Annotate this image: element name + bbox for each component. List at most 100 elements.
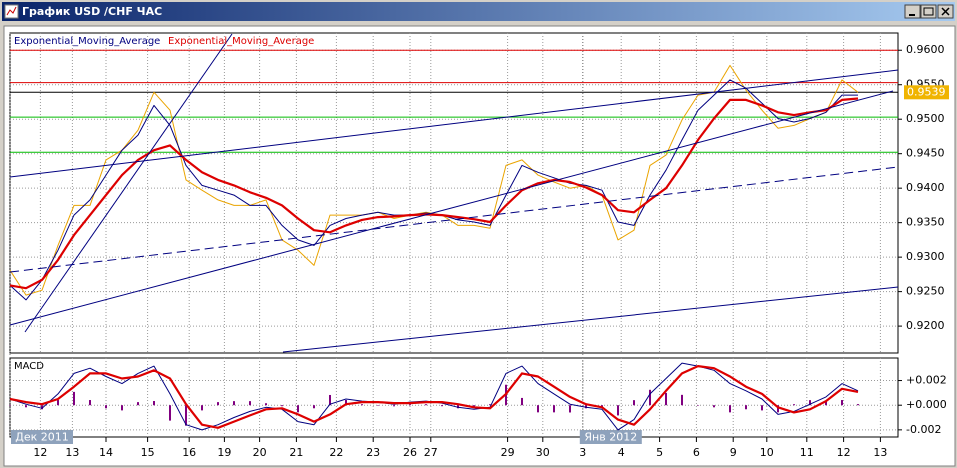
maximize-icon	[923, 7, 934, 16]
histogram-bar	[745, 405, 747, 410]
histogram-bar	[841, 400, 843, 406]
period-label-box	[11, 430, 73, 444]
x-tick-label: 23	[366, 446, 380, 459]
trend-line	[282, 286, 899, 353]
window-buttons[interactable]	[904, 4, 954, 19]
histogram-bar	[281, 405, 283, 407]
y-tick-label: 0.9600	[906, 43, 945, 56]
histogram-bar	[489, 404, 491, 406]
histogram-bar	[297, 405, 299, 413]
window-title: График USD /CHF ЧАС	[22, 5, 162, 18]
y-tick-label: -0.002	[906, 423, 941, 436]
maximize-button[interactable]	[920, 4, 937, 19]
y-tick-label: +0.000	[906, 398, 947, 411]
histogram-bar	[313, 405, 315, 409]
histogram-bar	[441, 405, 443, 407]
x-tick-label: 6	[693, 446, 700, 459]
y-tick-label: 0.9200	[906, 319, 945, 332]
x-tick-label: 19	[217, 446, 231, 459]
histogram-bar	[793, 404, 795, 406]
histogram-bar	[761, 405, 763, 411]
x-tick-label: 27	[424, 446, 438, 459]
window-icon-graph	[6, 6, 17, 16]
histogram-bar	[569, 405, 571, 413]
macd-title: MACD	[14, 361, 44, 372]
histogram-bar	[265, 403, 267, 406]
histogram-bar	[377, 405, 379, 406]
x-tick-label: 11	[800, 446, 814, 459]
trend-lines	[9, 33, 899, 353]
minimize-button[interactable]	[904, 4, 921, 19]
histogram-bar	[25, 405, 27, 408]
legend-entry: Exponential_Moving_Average	[14, 36, 160, 47]
histogram-bar	[777, 405, 779, 413]
y-tick-label: +0.002	[906, 374, 947, 387]
x-tick-label: 12	[33, 446, 47, 459]
x-tick-label: 10	[760, 446, 774, 459]
histogram-bar	[393, 405, 395, 407]
histogram-bar	[553, 405, 555, 413]
histogram-bar	[89, 400, 91, 406]
bid-box	[904, 85, 949, 100]
x-tick-label: 20	[253, 446, 267, 459]
histogram-bar	[457, 405, 459, 409]
x-tick-label: 14	[99, 446, 113, 459]
y-tick-label: 0.9450	[906, 147, 945, 160]
title-bar	[2, 2, 955, 21]
trend-line	[9, 166, 899, 273]
period-label: Янв 2012	[584, 431, 637, 444]
histogram-bar	[233, 401, 235, 406]
histogram-bar	[409, 404, 411, 406]
histogram-bar	[425, 404, 427, 406]
y-tick-label: 0.9350	[906, 216, 945, 229]
price-pane	[9, 32, 899, 354]
series-line	[9, 365, 859, 429]
y-tick-label: 0.9400	[906, 181, 945, 194]
trend-line	[24, 33, 233, 333]
histogram-bar	[345, 400, 347, 406]
histogram-bar	[537, 405, 539, 413]
histogram-bar	[857, 404, 859, 406]
x-tick-label: 30	[536, 446, 550, 459]
histogram-bar	[649, 389, 651, 406]
histogram-bar	[137, 402, 139, 406]
legend-entry: Exponential_Moving_Average	[168, 36, 314, 47]
histogram-bar	[521, 397, 523, 406]
y-tick-label: 0.9500	[906, 112, 945, 125]
period-label: Дек 2011	[15, 431, 69, 444]
histogram-bar	[617, 405, 619, 416]
histogram-bar	[633, 400, 635, 406]
x-tick-label: 5	[656, 446, 663, 459]
histogram-bar	[665, 392, 667, 406]
histogram-bar	[585, 405, 587, 409]
histogram-bar	[713, 405, 715, 408]
histogram-bar	[249, 401, 251, 406]
y-tick-label: 0.9300	[906, 250, 945, 263]
histogram-bar	[169, 405, 171, 421]
x-tick-label: 22	[329, 446, 343, 459]
x-tick-label: 21	[289, 446, 303, 459]
histogram-bar	[57, 400, 59, 406]
histogram-bar	[697, 405, 699, 406]
x-tick-label: 3	[579, 446, 586, 459]
x-tick-label: 13	[65, 446, 79, 459]
histogram-bar	[41, 405, 43, 410]
trend-line	[9, 69, 899, 178]
histogram-bar	[809, 400, 811, 406]
histogram-bar	[729, 405, 731, 413]
x-tick-label: 15	[141, 446, 155, 459]
histogram-bar	[681, 394, 683, 406]
bid-label: 0.9539	[907, 85, 946, 98]
histogram-bar	[153, 401, 155, 406]
x-tick-label: 13	[873, 446, 887, 459]
histogram-bar	[121, 405, 123, 411]
x-tick-label: 29	[501, 446, 515, 459]
x-tick-label: 16	[182, 446, 196, 459]
period-label-box	[579, 430, 642, 444]
histogram-bar	[105, 405, 107, 409]
histogram-bar	[9, 405, 11, 406]
histogram-bar	[185, 405, 187, 426]
histogram-bar	[201, 405, 203, 411]
trend-line	[9, 90, 894, 326]
